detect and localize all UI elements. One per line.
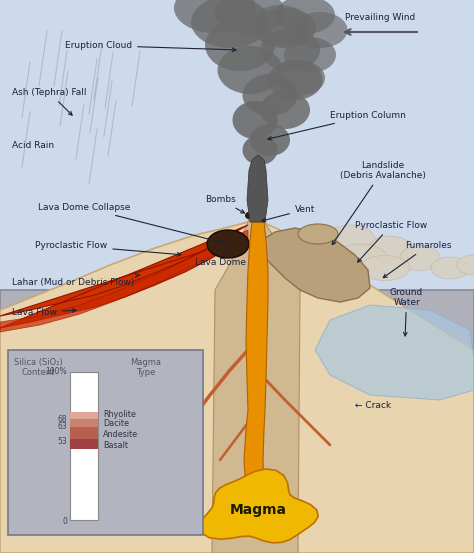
Bar [70,372,98,520]
Text: Vent: Vent [262,205,315,222]
Text: ← Crack: ← Crack [355,401,391,410]
Ellipse shape [260,29,320,71]
Ellipse shape [218,46,283,94]
Text: Landslide
(Debris Avalanche): Landslide (Debris Avalanche) [332,160,426,244]
Ellipse shape [243,135,277,165]
Polygon shape [0,225,248,328]
Bar [8,350,203,535]
Ellipse shape [284,37,336,73]
Ellipse shape [205,19,275,71]
Text: Lava Flow: Lava Flow [12,308,76,317]
Polygon shape [212,205,300,553]
Polygon shape [315,305,474,400]
Ellipse shape [332,244,388,272]
Polygon shape [350,440,474,553]
Text: Ash (Tephra) Fall: Ash (Tephra) Fall [12,88,86,115]
Text: Magma
Type: Magma Type [130,358,162,377]
Text: Lava Dome Collapse: Lava Dome Collapse [38,203,224,244]
Ellipse shape [367,236,412,264]
Polygon shape [260,228,370,302]
Ellipse shape [325,225,375,255]
Ellipse shape [292,12,347,48]
Text: 0: 0 [62,518,67,526]
Text: Bombs: Bombs [205,195,245,213]
Polygon shape [200,469,318,543]
Ellipse shape [431,257,469,279]
Text: Andesite: Andesite [103,430,138,439]
Polygon shape [247,155,268,222]
Text: Pyroclastic Flow: Pyroclastic Flow [35,241,181,256]
Text: 100%: 100% [46,368,67,377]
Bar [70,412,98,419]
Ellipse shape [275,0,335,34]
Bar [70,427,98,441]
Text: Eruption Column: Eruption Column [268,111,406,140]
Bar [70,419,98,427]
Ellipse shape [250,5,310,45]
Text: Dacite: Dacite [103,419,129,427]
Text: Lava Dome: Lava Dome [195,252,246,267]
Text: Basalt: Basalt [103,441,128,451]
Polygon shape [244,222,268,510]
Text: Rhyolite: Rhyolite [103,410,136,419]
Ellipse shape [191,0,269,48]
Text: 68: 68 [57,415,67,424]
Text: Lahar (Mud or Debris Flow): Lahar (Mud or Debris Flow) [12,274,140,287]
Text: Ground
Water: Ground Water [390,288,423,336]
Ellipse shape [275,60,325,96]
Bar [70,439,98,449]
Ellipse shape [207,230,249,258]
Ellipse shape [260,91,310,129]
Ellipse shape [243,74,298,116]
Text: Silica (SiO₂)
Content: Silica (SiO₂) Content [14,358,63,377]
Text: 53: 53 [57,437,67,446]
Text: Prevailing Wind: Prevailing Wind [345,13,415,22]
Text: Magma: Magma [229,503,286,517]
Text: Pyroclastic Flow: Pyroclastic Flow [355,221,427,262]
Ellipse shape [299,244,341,266]
Ellipse shape [254,8,316,48]
Polygon shape [0,230,248,332]
Bar [0,290,474,553]
Ellipse shape [233,101,277,139]
Text: 63: 63 [57,422,67,431]
Text: Acid Rain: Acid Rain [12,141,54,150]
Ellipse shape [250,124,290,156]
Ellipse shape [174,0,256,33]
Ellipse shape [360,255,410,280]
Text: Fumaroles: Fumaroles [383,241,452,278]
Ellipse shape [400,246,440,270]
Polygon shape [0,220,474,553]
Ellipse shape [215,0,285,34]
Ellipse shape [267,60,322,100]
Text: Eruption Cloud: Eruption Cloud [65,41,236,51]
Ellipse shape [456,255,474,275]
Ellipse shape [298,224,338,244]
